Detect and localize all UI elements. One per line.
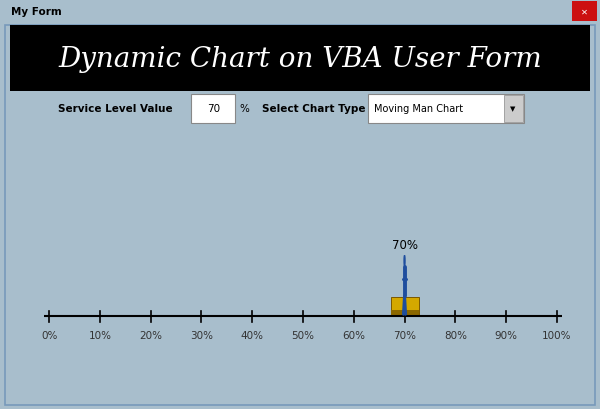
FancyBboxPatch shape xyxy=(10,26,590,92)
Text: 0%: 0% xyxy=(41,330,58,340)
Text: %: % xyxy=(240,104,250,114)
Text: Select Chart Type: Select Chart Type xyxy=(262,104,365,114)
Text: 80%: 80% xyxy=(444,330,467,340)
Text: 70%: 70% xyxy=(393,330,416,340)
Text: ▼: ▼ xyxy=(511,106,516,112)
Text: 20%: 20% xyxy=(139,330,162,340)
Text: ✕: ✕ xyxy=(581,7,588,16)
Text: Moving Man Chart: Moving Man Chart xyxy=(374,104,463,114)
Text: My Form: My Form xyxy=(11,7,62,17)
Text: 60%: 60% xyxy=(342,330,365,340)
Text: Service Level Value: Service Level Value xyxy=(58,104,173,114)
Text: 100%: 100% xyxy=(542,330,572,340)
Text: 90%: 90% xyxy=(494,330,518,340)
FancyBboxPatch shape xyxy=(191,95,235,124)
FancyBboxPatch shape xyxy=(368,95,524,124)
FancyBboxPatch shape xyxy=(572,2,597,22)
Bar xyxy=(391,310,419,315)
Text: Dynamic Chart on VBA User Form: Dynamic Chart on VBA User Form xyxy=(58,45,542,72)
Text: 10%: 10% xyxy=(88,330,112,340)
Text: 40%: 40% xyxy=(241,330,264,340)
Circle shape xyxy=(404,256,405,266)
Text: 70%: 70% xyxy=(392,238,418,251)
Text: 30%: 30% xyxy=(190,330,213,340)
Text: 70: 70 xyxy=(207,104,220,114)
FancyBboxPatch shape xyxy=(503,96,523,123)
Text: 50%: 50% xyxy=(292,330,314,340)
Bar xyxy=(391,297,419,315)
